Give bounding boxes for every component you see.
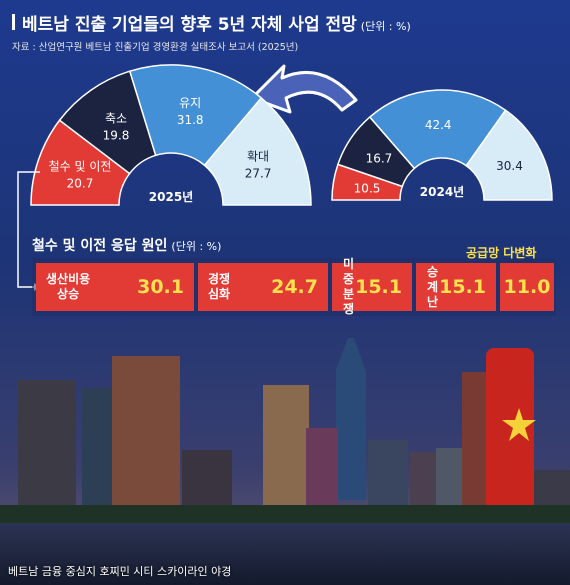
reason-value: 24.7 bbox=[271, 276, 318, 298]
donut2025-slice-2 bbox=[128, 64, 263, 167]
donut2025-slice-value-2: 31.8 bbox=[177, 113, 204, 127]
reason-value: 30.1 bbox=[137, 276, 184, 298]
city-skyline bbox=[0, 338, 570, 585]
donut2024-slice-3 bbox=[465, 109, 553, 201]
reason-value: 11.0 bbox=[503, 276, 551, 298]
reason-label: 생산비용 상승 bbox=[46, 272, 91, 301]
chart-title: 베트남 진출 기업들의 향후 5년 자체 사업 전망 (단위 : %) bbox=[22, 10, 411, 35]
reason-bar-competition: 경쟁 심화 24.7 bbox=[198, 263, 328, 311]
donut2024-slice-2 bbox=[368, 89, 507, 170]
chart-title-text: 베트남 진출 기업들의 향후 5년 자체 사업 전망 bbox=[22, 15, 357, 35]
reason-bar-cost: 생산비용 상승 30.1 bbox=[36, 263, 194, 311]
donut2024-slice-value-2: 42.4 bbox=[425, 118, 452, 132]
reason-bar-succession: 승계난 15.1 bbox=[416, 263, 496, 311]
flag-tower bbox=[486, 348, 534, 520]
photo-caption: 베트남 금융 중심지 호찌민 시티 스카이라인 야경 bbox=[8, 565, 232, 578]
title-accent bbox=[12, 14, 15, 30]
donut2025-slice-label-2: 유지 bbox=[179, 96, 201, 110]
donut2024-slice-value-1: 16.7 bbox=[366, 152, 393, 166]
bitexco-tower bbox=[336, 338, 366, 500]
donut2025-slice-label-3: 확대 bbox=[247, 150, 269, 164]
donut2025-center-label: 2025년 bbox=[149, 190, 193, 204]
reason-bar-trade-war: 미중 분쟁 15.1 bbox=[332, 257, 412, 316]
donut2025-slice-label-0: 철수 및 이전 bbox=[49, 159, 112, 173]
donut2024-slice-value-0: 10.5 bbox=[354, 182, 381, 196]
donut2025-slice-label-1: 축소 bbox=[105, 111, 127, 125]
star-icon bbox=[502, 408, 536, 441]
reason-value: 15.1 bbox=[439, 276, 486, 298]
chart-unit: (단위 : %) bbox=[360, 20, 411, 33]
donut2025-slice-value-0: 20.7 bbox=[67, 176, 94, 190]
donut2025-slice-3 bbox=[203, 96, 312, 206]
donut-chart-2025: 철수 및 이전 20.7 축소 19.8 유지 31.8 확대 27.7 2025년 bbox=[30, 64, 312, 206]
donut2025-slice-value-3: 27.7 bbox=[245, 167, 272, 181]
building bbox=[306, 428, 338, 520]
reasons-title: 철수 및 이전 응답 원인 (단위 : %) bbox=[32, 235, 221, 255]
source-note: 자료 : 산업연구원 베트남 진출기업 경영환경 실태조사 보고서 (2025년… bbox=[12, 42, 299, 53]
reason-label-supply-chain: 공급망 다변화 bbox=[466, 246, 537, 260]
reason-bar-supply-chain: 11.0 bbox=[500, 263, 554, 311]
reasons-title-text: 철수 및 이전 응답 원인 bbox=[32, 238, 168, 254]
reason-value: 15.1 bbox=[355, 276, 402, 298]
building bbox=[112, 356, 180, 520]
connector-line bbox=[17, 171, 40, 288]
reason-label: 승계난 bbox=[427, 264, 439, 309]
riverbank-trees bbox=[0, 505, 570, 523]
building bbox=[263, 385, 309, 520]
donut2024-center-label: 2024년 bbox=[420, 185, 464, 199]
building bbox=[18, 380, 76, 520]
reasons-unit: (단위 : %) bbox=[171, 240, 222, 253]
donut2025-slice-value-1: 19.8 bbox=[103, 128, 130, 142]
reason-label: 미중 분쟁 bbox=[343, 257, 355, 316]
reason-label: 경쟁 심화 bbox=[208, 272, 231, 301]
donut-chart-2024: 10.5 16.7 42.4 30.4 2024년 bbox=[331, 89, 553, 201]
donut2024-slice-value-3: 30.4 bbox=[496, 159, 523, 173]
river bbox=[0, 520, 570, 585]
